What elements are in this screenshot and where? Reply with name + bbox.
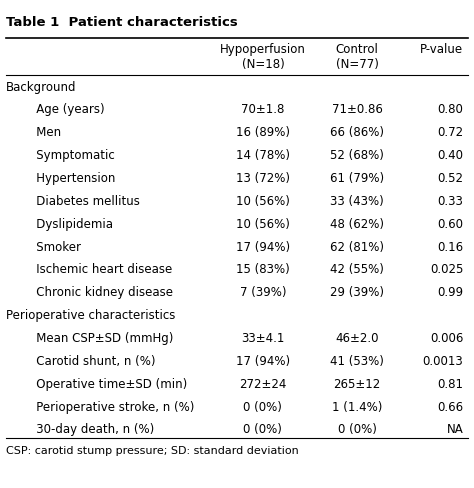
Text: Table 1  Patient characteristics: Table 1 Patient characteristics xyxy=(6,16,238,29)
Text: Carotid shunt, n (%): Carotid shunt, n (%) xyxy=(25,354,155,367)
Text: 71±0.86: 71±0.86 xyxy=(332,103,383,116)
Text: Hypoperfusion
(N=18): Hypoperfusion (N=18) xyxy=(220,42,306,71)
Text: 62 (81%): 62 (81%) xyxy=(330,240,384,253)
Text: 0.72: 0.72 xyxy=(437,126,463,139)
Text: 0.52: 0.52 xyxy=(437,172,463,184)
Text: 70±1.8: 70±1.8 xyxy=(241,103,284,116)
Text: Control
(N=77): Control (N=77) xyxy=(336,42,379,71)
Text: 46±2.0: 46±2.0 xyxy=(336,331,379,345)
Text: Background: Background xyxy=(6,81,77,93)
Text: 33±4.1: 33±4.1 xyxy=(241,331,284,345)
Text: 1 (1.4%): 1 (1.4%) xyxy=(332,400,383,413)
Text: 48 (62%): 48 (62%) xyxy=(330,217,384,230)
Text: Perioperative characteristics: Perioperative characteristics xyxy=(6,308,175,322)
Text: 0 (0%): 0 (0%) xyxy=(244,423,283,435)
Text: 13 (72%): 13 (72%) xyxy=(236,172,290,184)
Text: 0.81: 0.81 xyxy=(437,377,463,390)
Text: 41 (53%): 41 (53%) xyxy=(330,354,384,367)
Text: Smoker: Smoker xyxy=(25,240,81,253)
Text: 33 (43%): 33 (43%) xyxy=(330,195,384,207)
Text: 0.006: 0.006 xyxy=(430,331,463,345)
Text: 0.33: 0.33 xyxy=(438,195,463,207)
Text: Dyslipidemia: Dyslipidemia xyxy=(25,217,113,230)
Text: 15 (83%): 15 (83%) xyxy=(236,263,290,276)
Text: 10 (56%): 10 (56%) xyxy=(236,217,290,230)
Text: 0.16: 0.16 xyxy=(437,240,463,253)
Text: Hypertension: Hypertension xyxy=(25,172,115,184)
Text: Men: Men xyxy=(25,126,61,139)
Text: Symptomatic: Symptomatic xyxy=(25,149,115,162)
Text: 272±24: 272±24 xyxy=(239,377,287,390)
Text: 0 (0%): 0 (0%) xyxy=(337,423,377,435)
Text: 61 (79%): 61 (79%) xyxy=(330,172,384,184)
Text: 14 (78%): 14 (78%) xyxy=(236,149,290,162)
Text: NA: NA xyxy=(447,423,463,435)
Text: Age (years): Age (years) xyxy=(25,103,105,116)
Text: CSP: carotid stump pressure; SD: standard deviation: CSP: carotid stump pressure; SD: standar… xyxy=(6,446,299,455)
Text: 0.0013: 0.0013 xyxy=(422,354,463,367)
Text: 0 (0%): 0 (0%) xyxy=(244,400,283,413)
Text: 0.80: 0.80 xyxy=(438,103,463,116)
Text: 29 (39%): 29 (39%) xyxy=(330,286,384,299)
Text: Operative time±SD (min): Operative time±SD (min) xyxy=(25,377,187,390)
Text: 17 (94%): 17 (94%) xyxy=(236,240,290,253)
Text: Ischemic heart disease: Ischemic heart disease xyxy=(25,263,172,276)
Text: 42 (55%): 42 (55%) xyxy=(330,263,384,276)
Text: 7 (39%): 7 (39%) xyxy=(240,286,286,299)
Text: 30-day death, n (%): 30-day death, n (%) xyxy=(25,423,154,435)
Text: 16 (89%): 16 (89%) xyxy=(236,126,290,139)
Text: 0.99: 0.99 xyxy=(437,286,463,299)
Text: 265±12: 265±12 xyxy=(334,377,381,390)
Text: 0.60: 0.60 xyxy=(437,217,463,230)
Text: P-value: P-value xyxy=(420,42,463,56)
Text: 0.40: 0.40 xyxy=(437,149,463,162)
Text: 0.66: 0.66 xyxy=(437,400,463,413)
Text: 52 (68%): 52 (68%) xyxy=(330,149,384,162)
Text: 0.025: 0.025 xyxy=(430,263,463,276)
Text: Diabetes mellitus: Diabetes mellitus xyxy=(25,195,140,207)
Text: Mean CSP±SD (mmHg): Mean CSP±SD (mmHg) xyxy=(25,331,173,345)
Text: Chronic kidney disease: Chronic kidney disease xyxy=(25,286,173,299)
Text: Perioperative stroke, n (%): Perioperative stroke, n (%) xyxy=(25,400,194,413)
Text: 10 (56%): 10 (56%) xyxy=(236,195,290,207)
Text: 17 (94%): 17 (94%) xyxy=(236,354,290,367)
Text: 66 (86%): 66 (86%) xyxy=(330,126,384,139)
